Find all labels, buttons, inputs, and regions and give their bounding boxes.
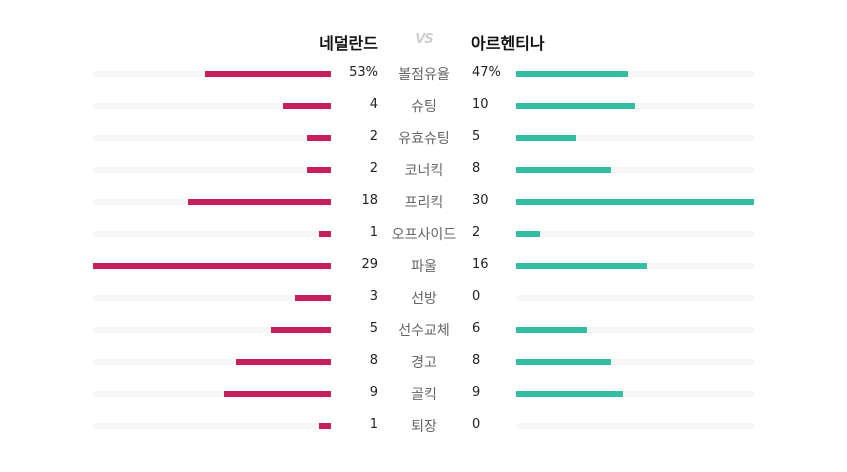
away-stat-bar [516,231,540,237]
home-stat-bar [283,103,331,109]
away-stat-value: 5 [472,129,481,144]
away-stat-track [516,231,754,237]
away-stat-bar [516,327,587,333]
away-stat-bar [516,359,611,365]
away-stat-value: 2 [472,225,481,240]
home-stat-track [93,135,331,141]
home-stat-track [93,295,331,301]
away-stat-value: 9 [472,385,481,400]
stat-label: 골킥 [411,387,437,403]
home-stat-bar [93,263,331,269]
home-stat-value: 2 [369,161,378,176]
away-stat-value: 6 [472,321,481,336]
stat-row: 2 유효슈팅 5 [0,122,847,154]
stat-label: 슈팅 [411,99,437,115]
stat-row: 4 슈팅 10 [0,90,847,122]
home-stat-track [93,231,331,237]
stat-row: 53% 볼점유율 47% [0,58,847,90]
stat-label: 경고 [411,355,437,371]
stat-row: 29 파울 16 [0,250,847,282]
away-stat-track [516,423,754,429]
away-stat-track [516,135,754,141]
away-stat-bar [516,263,647,269]
stat-label: 볼점유율 [398,67,450,83]
away-stat-value: 30 [472,193,489,208]
away-stat-track [516,71,754,77]
home-stat-value: 4 [369,97,378,112]
home-stat-track [93,103,331,109]
stat-row: 1 오프사이드 2 [0,218,847,250]
home-stat-value: 2 [369,129,378,144]
home-stat-track [93,391,331,397]
away-stat-track [516,295,754,301]
home-team-name: 네덜란드 [319,34,378,53]
home-stat-bar [224,391,331,397]
away-stat-track [516,391,754,397]
away-stat-track [516,199,754,205]
home-stat-track [93,199,331,205]
home-stat-bar [319,423,331,429]
away-stat-value: 8 [472,161,481,176]
stat-row: 5 선수교체 6 [0,314,847,346]
away-stat-bar [516,167,611,173]
vs-label: VS [415,32,433,47]
stat-row: 18 프리킥 30 [0,186,847,218]
away-stat-track [516,103,754,109]
away-stat-bar [516,199,754,205]
match-header: 네덜란드 VS 아르헨티나 [0,30,847,56]
home-stat-bar [295,295,331,301]
stat-label: 선방 [411,291,437,307]
stat-label: 퇴장 [411,419,437,435]
home-stat-value: 29 [361,257,378,272]
away-team-name: 아르헨티나 [471,34,545,53]
home-stat-value: 3 [369,289,378,304]
home-stat-bar [271,327,331,333]
home-stat-track [93,71,331,77]
home-stat-value: 9 [369,385,378,400]
away-stat-track [516,327,754,333]
home-stat-value: 8 [369,353,378,368]
away-stat-bar [516,391,623,397]
stat-label: 파울 [411,259,437,275]
home-stat-value: 1 [369,225,378,240]
away-stat-track [516,167,754,173]
home-stat-value: 18 [361,193,378,208]
away-stat-bar [516,71,628,77]
stat-label: 선수교체 [398,323,450,339]
home-stat-bar [319,231,331,237]
home-stat-bar [236,359,331,365]
stat-row: 3 선방 0 [0,282,847,314]
home-stat-value: 53% [349,65,378,80]
away-stat-bar [516,103,635,109]
home-stat-track [93,167,331,173]
home-stat-bar [188,199,331,205]
stat-row: 9 골킥 9 [0,378,847,410]
home-stat-bar [205,71,331,77]
home-stat-track [93,327,331,333]
away-stat-track [516,263,754,269]
home-stat-track [93,359,331,365]
home-stat-bar [307,167,331,173]
home-stat-bar [307,135,331,141]
away-stat-value: 16 [472,257,489,272]
home-stat-track [93,423,331,429]
home-stat-value: 5 [369,321,378,336]
stat-label: 코너킥 [404,163,444,179]
away-stat-bar [516,135,576,141]
stat-label: 오프사이드 [391,227,457,243]
stat-label: 유효슈팅 [398,131,450,147]
away-stat-value: 0 [472,289,481,304]
stat-row: 1 퇴장 0 [0,410,847,442]
home-stat-track [93,263,331,269]
away-stat-value: 10 [472,97,489,112]
stat-row: 2 코너킥 8 [0,154,847,186]
stat-row: 8 경고 8 [0,346,847,378]
home-stat-value: 1 [369,417,378,432]
stat-label: 프리킥 [404,195,444,211]
away-stat-track [516,359,754,365]
away-stat-value: 47% [472,65,501,80]
away-stat-value: 0 [472,417,481,432]
away-stat-value: 8 [472,353,481,368]
